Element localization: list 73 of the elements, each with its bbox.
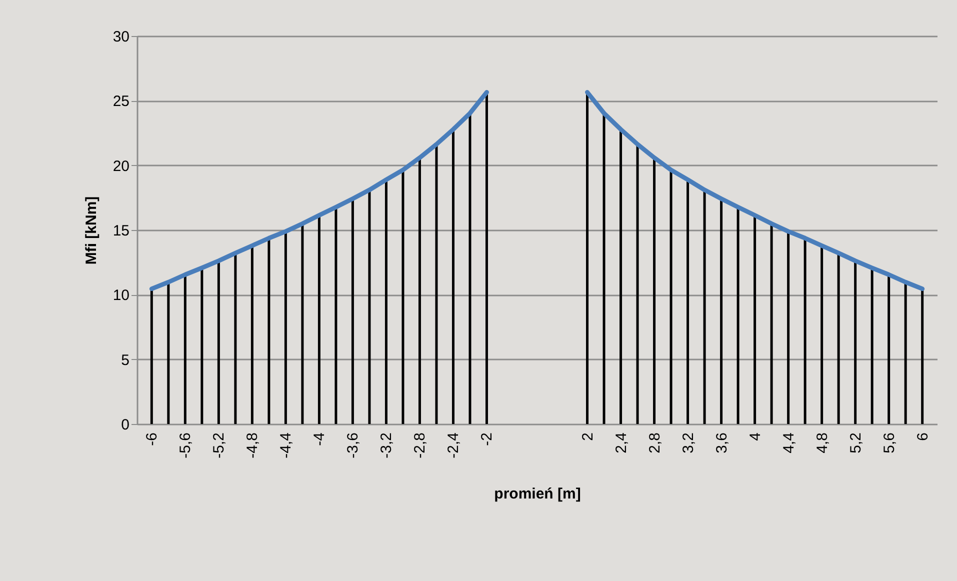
x-tick-label: 3,6 <box>713 432 730 454</box>
x-tick-label: 4,4 <box>780 432 798 454</box>
bar <box>368 190 371 424</box>
x-tick-label: -2,8 <box>412 432 429 458</box>
bar <box>921 288 924 424</box>
bar <box>184 274 186 424</box>
x-tick-label: 2,8 <box>646 432 664 454</box>
x-tick-label: -6 <box>144 432 161 446</box>
x-tick-label: 4 <box>746 432 764 441</box>
bar <box>837 253 840 424</box>
y-tick-label: 30 <box>112 28 130 46</box>
bar <box>351 198 354 424</box>
bar <box>250 246 254 424</box>
x-tick-label: -2 <box>478 432 496 446</box>
bar <box>334 207 338 424</box>
y-tick-label: 20 <box>112 158 130 175</box>
bar <box>636 144 639 424</box>
x-tick-label: -4 <box>311 432 328 446</box>
bar <box>586 92 589 424</box>
x-tick-label: -5,6 <box>177 432 194 458</box>
y-axis-title: Mfi [kNm] <box>82 196 100 265</box>
y-tick-label: 25 <box>112 93 130 110</box>
bar <box>284 231 287 424</box>
bar <box>888 274 890 424</box>
bar <box>234 253 237 424</box>
x-tick-label: -3,6 <box>344 432 362 458</box>
bar <box>686 180 690 424</box>
bar <box>418 158 421 424</box>
y-tick-label: 5 <box>121 352 130 369</box>
x-tick-label: 5,2 <box>847 432 864 454</box>
bar <box>200 268 204 424</box>
y-tick-label: 10 <box>112 287 130 304</box>
bar <box>820 246 824 424</box>
bar <box>720 198 723 424</box>
bar <box>167 282 170 424</box>
bar <box>402 170 404 424</box>
x-tick-label: 3,2 <box>680 432 697 454</box>
y-tick-label: 15 <box>112 222 130 240</box>
x-tick-label: -5,2 <box>210 432 228 458</box>
bar <box>770 224 773 424</box>
bar <box>870 268 874 424</box>
bar <box>653 158 656 424</box>
bar <box>854 260 857 424</box>
bar <box>736 207 740 424</box>
y-tick-label: 0 <box>121 416 130 434</box>
x-tick-label: -3,2 <box>378 432 396 458</box>
bar <box>435 144 438 424</box>
bar <box>787 231 790 424</box>
bar <box>384 180 388 424</box>
x-tick-label: -4,4 <box>278 432 295 458</box>
bar <box>301 224 304 424</box>
bar <box>318 215 320 424</box>
bar <box>904 282 907 424</box>
x-axis-title: promień [m] <box>494 485 581 502</box>
x-tick-label: 5,6 <box>880 432 898 454</box>
bar <box>217 260 220 424</box>
bar <box>602 113 606 424</box>
bar <box>804 238 806 424</box>
bar <box>452 129 454 424</box>
bar <box>150 288 153 424</box>
bar <box>485 92 488 424</box>
bar <box>754 215 756 424</box>
bar <box>268 238 270 424</box>
bar <box>703 190 706 424</box>
x-tick-label: 6 <box>914 432 932 441</box>
x-tick-label: -2,4 <box>445 432 462 458</box>
bar <box>670 170 672 424</box>
x-tick-label: 2,4 <box>612 432 630 454</box>
bar <box>620 129 622 424</box>
x-tick-label: -4,8 <box>244 432 262 458</box>
x-tick-label: 2 <box>579 432 596 441</box>
x-tick-label: 4,8 <box>814 432 831 454</box>
bar <box>468 113 472 424</box>
